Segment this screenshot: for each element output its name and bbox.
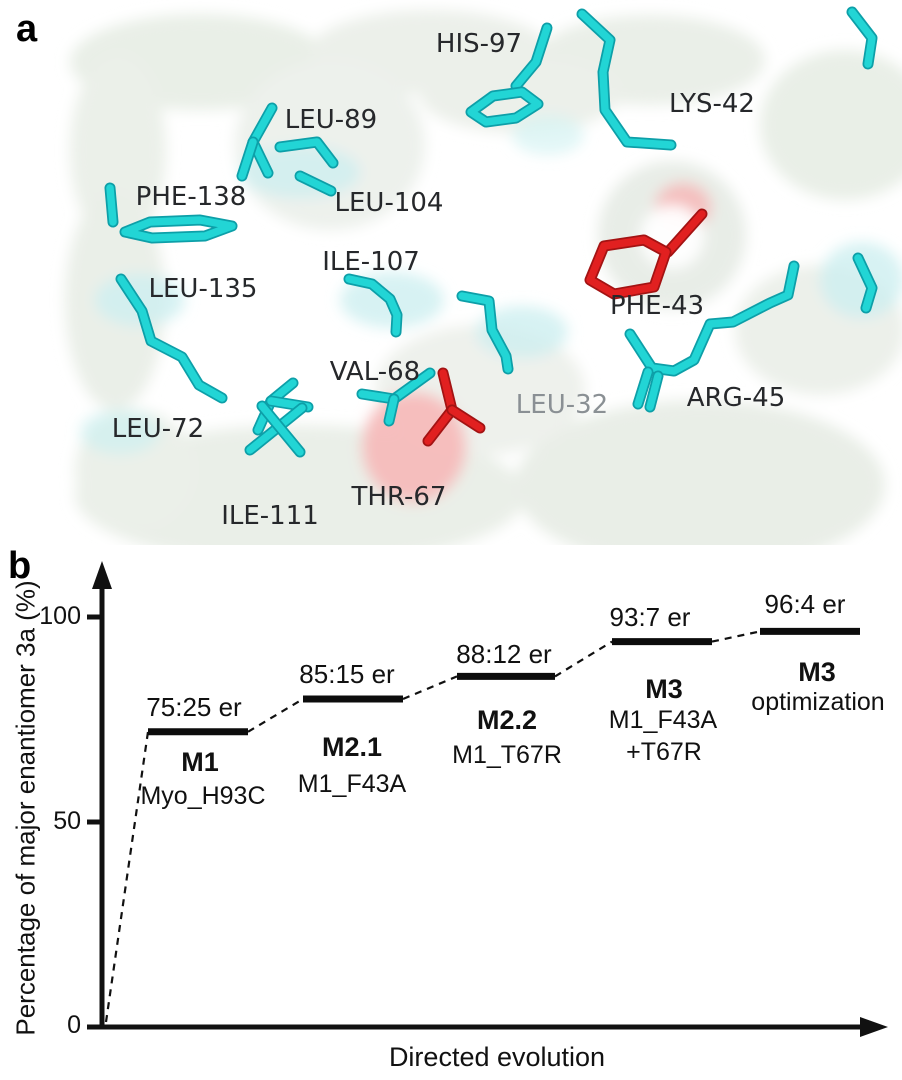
cyan-stick	[238, 138, 257, 180]
residue-label-lys-42: LYS-42	[669, 89, 755, 119]
cyan-stick	[106, 184, 117, 226]
cyan-stick	[276, 138, 337, 167]
cyan-stick	[121, 216, 236, 242]
y-tick-100: 100	[39, 602, 81, 630]
step3-mutation: M1_T67R	[452, 741, 562, 769]
cyan-stick	[512, 24, 551, 90]
cyan-stick	[458, 292, 512, 373]
residue-label-phe-43: PHE-43	[609, 291, 705, 321]
cyan-stick	[385, 395, 398, 425]
step4-mutation1: M1_F43A	[608, 706, 718, 734]
red-stick	[586, 236, 670, 298]
residue-label-leu-72: LEU-72	[111, 414, 205, 444]
x-axis-title: Directed evolution	[388, 1042, 606, 1072]
cyan-stick	[345, 275, 401, 336]
cyan-stick	[467, 88, 542, 126]
step1-name: M1	[181, 747, 219, 777]
cyan-stick	[626, 262, 798, 375]
residue-label-ile-111: ILE-111	[221, 501, 319, 531]
residue-label-leu-32: LEU-32	[515, 390, 609, 420]
residue-label-phe-138: PHE-138	[135, 182, 247, 212]
cyan-stick	[634, 368, 652, 408]
residue-label-thr-67: THR-67	[351, 482, 447, 512]
y-axis-arrowhead	[92, 561, 112, 589]
red-stick	[664, 210, 706, 256]
residue-label-his-97: HIS-97	[435, 29, 523, 59]
x-axis-arrowhead	[860, 1017, 888, 1037]
y-tick-0: 0	[67, 1011, 81, 1039]
step3-name: M2.2	[476, 705, 538, 735]
step3-er-label: 88:12 er	[456, 639, 552, 669]
protein-structure-rendering	[65, 6, 902, 545]
step1-mutation: Myo_H93C	[140, 782, 266, 810]
step5-er-label: 96:4 er	[764, 589, 846, 619]
residue-label-ile-107: ILE-107	[322, 247, 420, 277]
residue-label-leu-135: LEU-135	[148, 274, 258, 304]
residue-label-leu-104: LEU-104	[334, 188, 444, 218]
step5-name: M3	[798, 657, 836, 687]
cyan-stick	[117, 275, 226, 402]
red-stick	[448, 406, 484, 432]
panel-b-letter: b	[8, 545, 32, 587]
step2-mutation: M1_F43A	[297, 770, 407, 798]
residue-label-arg-45: ARG-45	[686, 383, 786, 413]
cyan-stick	[646, 372, 662, 411]
residue-label-val-68: VAL-68	[329, 357, 421, 387]
cyan-stick	[296, 172, 335, 195]
step1-er-label: 75:25 er	[146, 692, 242, 722]
cyan-stick	[578, 10, 675, 149]
evolution-dashed-connector	[104, 630, 761, 1023]
step2-er-label: 85:15 er	[299, 659, 395, 689]
residue-sticks	[104, 6, 878, 458]
residue-label-leu-89: LEU-89	[284, 105, 378, 135]
red-stick	[424, 406, 456, 445]
cyan-stick	[854, 254, 876, 312]
cyan-stick	[258, 402, 304, 456]
y-tick-50: 50	[53, 807, 81, 835]
panel-a-letter: a	[16, 8, 38, 50]
panel-b-chart: b Percentage of major enantiomer 3a (%) …	[0, 545, 902, 1080]
step5-mutation: optimization	[751, 688, 885, 716]
red-stick	[439, 369, 456, 414]
cyan-stick	[848, 8, 876, 68]
step4-name: M3	[645, 674, 683, 704]
step4-mutation2: +T67R	[626, 738, 702, 766]
evolution-step-chart	[87, 561, 888, 1037]
step4-er-label: 93:7 er	[609, 602, 691, 632]
step2-name: M2.1	[321, 732, 383, 762]
panel-a-structure: a	[16, 6, 902, 545]
